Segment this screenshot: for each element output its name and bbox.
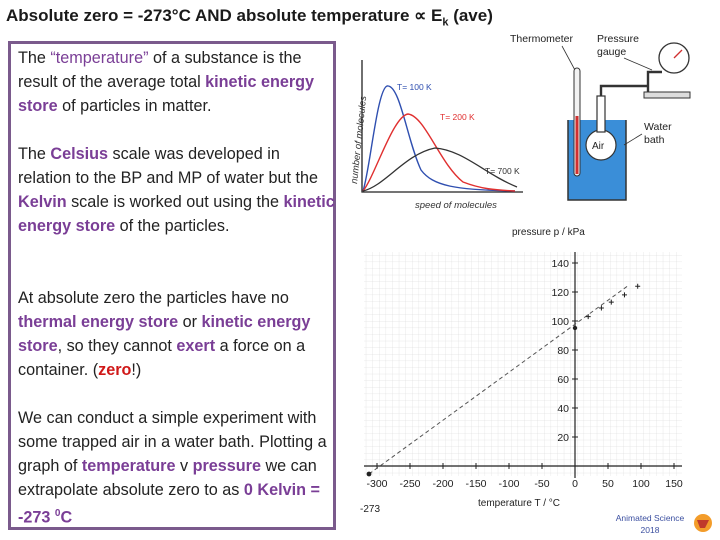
label-700k: T= 700 K <box>485 166 520 176</box>
pressure-pipe <box>599 70 662 96</box>
measurement-mark <box>622 292 627 298</box>
pressure-temperature-graph: pressure p / kPa temperature T / °C 140 1… <box>360 227 683 515</box>
data-point-0c <box>572 325 578 331</box>
y-tick-label: 140 <box>551 258 569 270</box>
label-100k: T= 100 K <box>397 82 432 92</box>
logo-icon <box>694 514 712 532</box>
x-tick-label: 0 <box>572 478 578 490</box>
x-tick-label: 100 <box>632 478 650 490</box>
curve-700k <box>362 147 518 192</box>
x-tick-label: 150 <box>665 478 683 490</box>
y-tick-label: 100 <box>551 316 569 328</box>
speed-distribution-sketch: number of molecules speed of molecules T… <box>349 60 523 211</box>
x-tick-label: 50 <box>602 478 614 490</box>
graph-grid <box>364 252 682 476</box>
x-tick-label: -300 <box>366 478 387 490</box>
graph-x-label: temperature T / °C <box>478 498 560 509</box>
slide-title: Absolute zero = -273°C AND absolute temp… <box>6 6 493 29</box>
y-tick-label: 80 <box>557 345 569 357</box>
water-label-1: Water <box>644 121 672 133</box>
x-tick-label: -200 <box>432 478 453 490</box>
measurement-mark <box>598 305 604 311</box>
x-tick-label: -50 <box>534 478 549 490</box>
thermometer-label: Thermometer <box>510 33 574 45</box>
data-point-absolute-zero <box>366 471 372 477</box>
water-label-2: bath <box>644 134 665 146</box>
measurement-mark <box>635 283 641 289</box>
graph-y-label: pressure p / kPa <box>512 227 585 238</box>
measurement-mark <box>608 299 614 305</box>
sketch-axes <box>361 60 523 193</box>
extrapolation-line <box>368 284 630 475</box>
x-tick-label: -100 <box>498 478 519 490</box>
y-tick-label: 60 <box>557 374 569 386</box>
measurement-mark <box>585 314 591 320</box>
pressure-gauge-label-1: Pressure <box>597 33 639 45</box>
air-label: Air <box>592 141 605 152</box>
x-tick-label: -250 <box>399 478 420 490</box>
sketch-y-label: number of molecules <box>349 95 369 184</box>
paragraph-scales: The Celsius scale was developed in relat… <box>18 145 335 235</box>
curve-200k <box>362 113 516 192</box>
sketch-x-label: speed of molecules <box>415 200 497 211</box>
apparatus-diagram: Thermometer Pressure gauge Air Water bat… <box>510 33 691 201</box>
credit: Animated Science 2018 <box>615 513 685 535</box>
paragraph-temperature: The “temperature” of a substance is the … <box>18 49 315 115</box>
x-tick-label: -150 <box>465 478 486 490</box>
paragraph-absolute-zero: At absolute zero the particles have no t… <box>18 289 311 379</box>
y-tick-label: 120 <box>551 287 569 299</box>
pressure-gauge-label-2: gauge <box>597 46 626 58</box>
text-box <box>8 41 336 530</box>
paragraph-experiment: We can conduct a simple experiment with … <box>18 409 327 527</box>
absolute-zero-label: -273 <box>360 504 380 515</box>
label-200k: T= 200 K <box>440 112 475 122</box>
y-tick-label: 40 <box>557 403 569 415</box>
y-tick-label: 20 <box>557 432 569 444</box>
